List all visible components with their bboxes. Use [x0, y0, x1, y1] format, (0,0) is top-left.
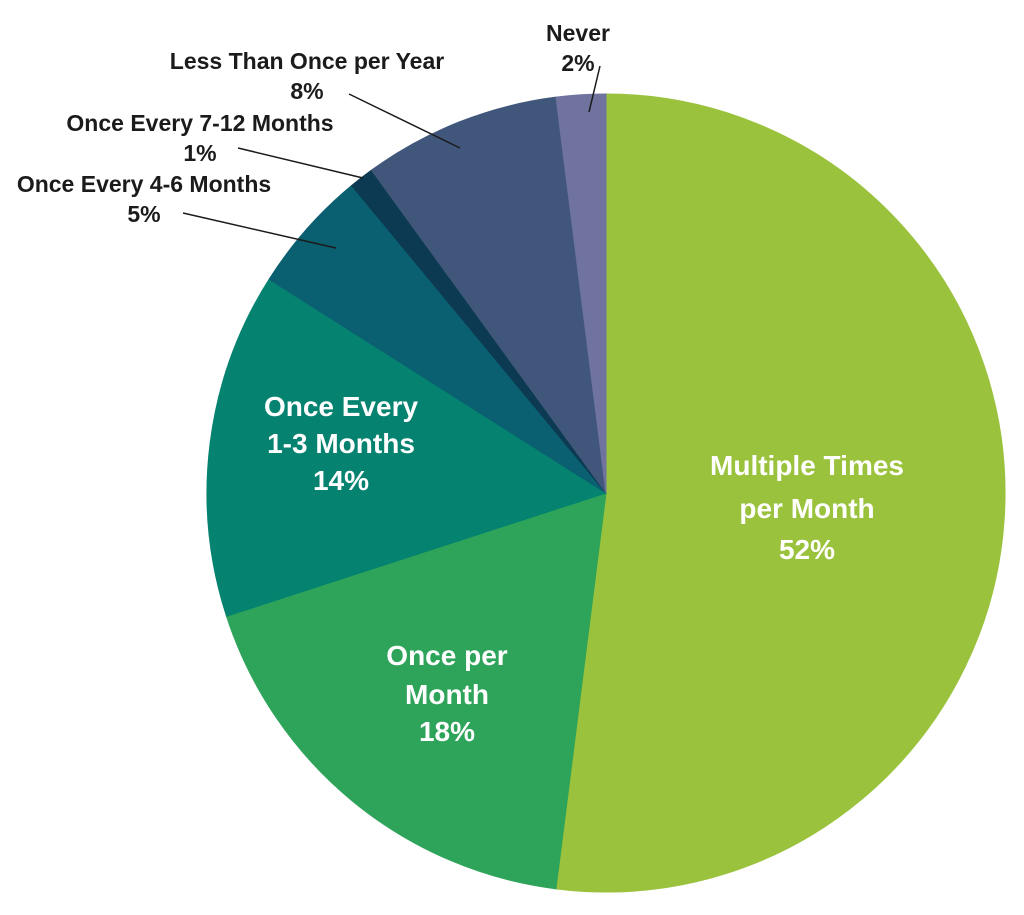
callout-label-once-every-7-12-months: Once Every 7-12 Months 1% [66, 108, 333, 168]
pie-slice-less-than-once-per-year [370, 96, 607, 494]
slice-label-once-every-1-3-months: Once Every 1-3 Months 14% [264, 391, 419, 496]
inside-labels-group: Multiple Times per Month 52% Once per Month 1… [264, 391, 904, 747]
slice-label-line: per Month [739, 493, 874, 524]
slice-label-line: Once per [386, 640, 507, 671]
callout-less-than-pct: 8% [290, 78, 324, 104]
callout-never-name: Never [546, 20, 610, 46]
callout-label-less-than-once-per-year: Less Than Once per Year 8% [170, 46, 444, 106]
slice-label-line: Multiple Times [710, 450, 904, 481]
slice-label-multiple-times-per-month: Multiple Times per Month 52% [710, 450, 904, 565]
callout-4-6-pct: 5% [127, 201, 161, 227]
callout-7-12-pct: 1% [183, 140, 217, 166]
callout-less-than-name: Less Than Once per Year [169, 48, 445, 74]
slice-label-once-per-month: Once per Month 18% [386, 640, 507, 747]
pie-slice-multiple-times-per-month [555, 93, 1006, 893]
slice-label-line: 14% [313, 465, 369, 496]
slice-label-line: 1-3 Months [267, 428, 415, 459]
pie-slice-once-per-month [225, 492, 607, 890]
callout-label-never: Never 2% [546, 18, 610, 78]
slice-label-line: 18% [419, 716, 475, 747]
slice-label-line: 52% [779, 534, 835, 565]
leader-line-never [588, 65, 601, 113]
pie-slices-group [206, 93, 1006, 893]
slice-label-line: Month [405, 679, 489, 710]
callout-never-pct: 2% [561, 50, 595, 76]
slice-label-line: Once Every [264, 391, 419, 422]
leader-lines-group [182, 65, 601, 249]
callout-label-once-every-4-6-months: Once Every 4-6 Months 5% [17, 169, 271, 229]
callout-4-6-name: Once Every 4-6 Months [16, 171, 272, 197]
pie-slice-never [555, 93, 607, 494]
leader-line-less-than-once-per-year [348, 93, 461, 149]
leader-line-once-every-7-12-months [237, 147, 364, 179]
pie-slice-once-every-1-3-months [206, 278, 608, 617]
leader-line-once-every-4-6-months [182, 212, 337, 249]
callout-7-12-name: Once Every 7-12 Months [66, 110, 334, 136]
